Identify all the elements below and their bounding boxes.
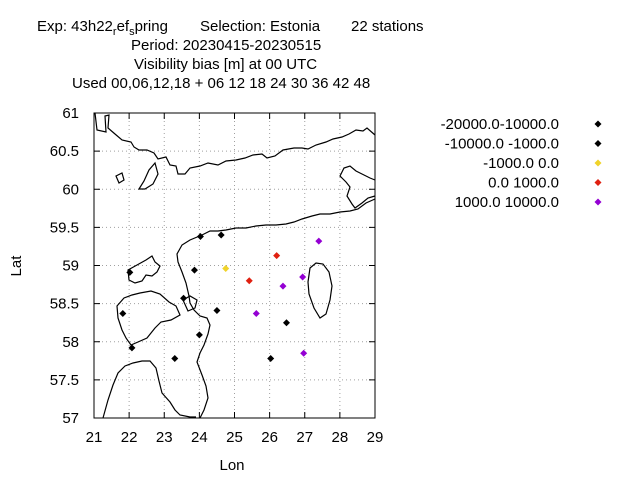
y-tick-label: 59.5 [50, 219, 79, 236]
data-point-series-1 [282, 319, 290, 327]
x-tick-label: 25 [226, 429, 243, 446]
data-point-series-1 [128, 344, 136, 352]
legend-label-0: -20000.0-10000.0 [441, 116, 559, 133]
coastline-latvia [102, 360, 196, 419]
y-tick-label: 57 [62, 410, 79, 427]
title-line-experiment: Exp: 43h22refspring [37, 18, 168, 41]
data-point-series-1 [180, 294, 188, 302]
plot-frame [93, 112, 376, 419]
data-points [119, 231, 323, 363]
data-point-series-1 [119, 310, 127, 318]
title-exp-subscript-1: r [112, 26, 117, 38]
data-point-series-1 [196, 233, 204, 241]
coastline-hiiumaa [127, 255, 161, 284]
x-tick-label: 26 [261, 429, 278, 446]
data-point-series-4 [279, 282, 287, 290]
coastline-island-aland [115, 172, 125, 184]
title-station-count: 22 stations [351, 18, 424, 35]
y-tick-label: 61 [62, 105, 79, 122]
y-tick-label: 58 [62, 334, 79, 351]
x-tick-label: 27 [296, 429, 313, 446]
legend-marker-2 [594, 159, 602, 167]
coastline-archipelago [137, 161, 159, 190]
chart-legend: -20000.0-10000.0 -10000.0 -1000.0 -1000.0 … [441, 116, 602, 211]
x-tick-label: 22 [121, 429, 138, 446]
data-point-series-3 [245, 277, 253, 285]
coastline-estonia-mainland [176, 198, 376, 419]
data-point-series-1 [267, 355, 275, 363]
title-period: Period: 20230415-20230515 [131, 37, 322, 54]
title-exp-suffix: pring [134, 18, 168, 35]
x-tick-label: 29 [367, 429, 384, 446]
data-point-series-1 [190, 266, 198, 274]
data-point-series-1 [213, 306, 221, 314]
title-used-cycles: Used 00,06,12,18 + 06 12 18 24 30 36 42 … [72, 75, 371, 92]
x-tick-label: 23 [156, 429, 173, 446]
title-exp-prefix: Exp: 43h22 [37, 18, 113, 35]
y-tick-label: 60 [62, 181, 79, 198]
legend-marker-3 [594, 179, 602, 186]
data-point-series-1 [126, 268, 134, 276]
y-tick-label: 60.5 [50, 143, 79, 160]
y-axis-label: Lat [8, 255, 25, 277]
data-point-series-1 [171, 355, 179, 363]
coastline-lake-peipus [307, 262, 333, 319]
data-point-series-1 [217, 231, 225, 239]
coastline-saaremaa [116, 290, 181, 346]
legend-marker-4 [594, 198, 602, 206]
data-point-series-4 [315, 237, 323, 245]
title-selection: Selection: Estonia [200, 18, 321, 35]
data-point-series-1 [195, 331, 203, 339]
data-point-series-4 [299, 273, 307, 281]
title-exp-subscript-2: s [129, 26, 135, 38]
chart-title-block: Exp: 43h22refspring Selection: Estonia 2… [0, 0, 640, 100]
y-tick-label: 57.5 [50, 372, 79, 389]
x-tick-labels: 21 22 23 24 25 26 27 28 29 [86, 429, 384, 446]
data-point-series-3 [273, 252, 281, 260]
legend-marker-1 [594, 140, 602, 147]
x-axis-label: Lon [219, 457, 244, 474]
data-point-series-4 [300, 349, 308, 357]
coastline-finland [94, 112, 376, 175]
coastline-muhu [182, 295, 198, 312]
y-tick-label: 58.5 [50, 296, 79, 313]
legend-label-2: -1000.0 0.0 [483, 155, 559, 172]
y-tick-labels: 57 57.5 58 58.5 59 59.5 60 60.5 61 [50, 105, 79, 427]
legend-label-3: 0.0 1000.0 [488, 175, 559, 192]
legend-label-1: -10000.0 -1000.0 [445, 136, 559, 153]
x-tick-label: 21 [86, 429, 103, 446]
x-tick-label: 24 [191, 429, 208, 446]
title-exp-mid: ef [116, 18, 130, 35]
data-point-series-2 [222, 265, 230, 273]
legend-marker-0 [594, 120, 602, 128]
title-parameter: Visibility bias [m] at 00 UTC [134, 56, 318, 73]
legend-label-4: 1000.0 10000.0 [455, 194, 559, 211]
y-tick-label: 59 [62, 258, 79, 275]
data-point-series-4 [252, 310, 260, 318]
coastline-map [94, 112, 376, 419]
coastline-gulf-east [339, 165, 376, 209]
x-tick-label: 28 [332, 429, 349, 446]
